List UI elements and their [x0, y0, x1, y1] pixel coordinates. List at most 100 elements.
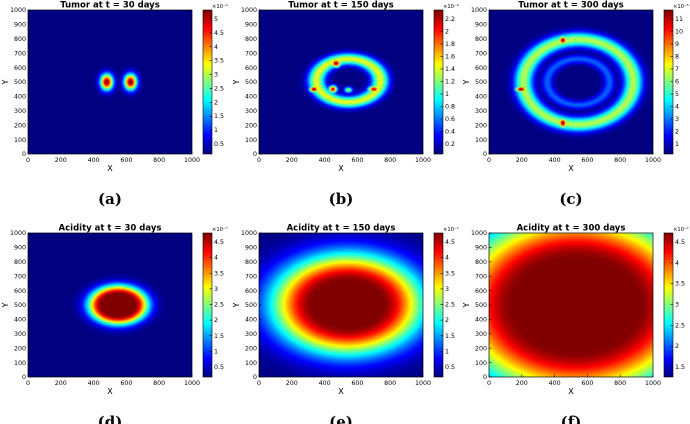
y-tick-label: 700: [14, 50, 26, 57]
colorbar-tick-label: 2: [675, 129, 679, 136]
y-tick-label: 800: [245, 259, 257, 266]
x-tick-label: 1000: [184, 380, 200, 387]
y-tick-label: 600: [475, 288, 487, 295]
x-tick-label: 800: [614, 380, 626, 387]
x-axis-label: X: [568, 387, 574, 396]
colorbar-tick-label: 1.5: [214, 333, 224, 340]
colorbar-tick-label: 0.5: [214, 364, 224, 371]
colorbar-tick-label: 4.5: [675, 239, 685, 246]
y-axis-label: Y: [232, 302, 241, 308]
y-tick-label: 600: [475, 65, 487, 72]
y-tick-label: 200: [14, 122, 26, 129]
y-tick-label: 1000: [471, 7, 487, 14]
y-tick-label: 900: [475, 22, 487, 29]
colorbar-tick-label: 3.5: [675, 281, 685, 288]
heatmap-field: [489, 10, 653, 154]
y-tick-label: 600: [245, 65, 257, 72]
x-axis-label: X: [568, 164, 574, 173]
panel-title: Acidity at t = 150 days: [287, 224, 396, 234]
x-tick-label: 200: [55, 157, 67, 164]
colorbar-exponent: ×10⁻⁷: [443, 227, 459, 233]
x-tick-label: 600: [120, 157, 132, 164]
colorbar-tick-label: 5: [214, 16, 218, 23]
colorbar-exponent: ×10⁻⁷: [673, 227, 689, 233]
colorbar-tick-label: 2: [675, 343, 679, 350]
y-tick-label: 900: [475, 245, 487, 252]
y-tick-label: 0: [253, 374, 257, 381]
y-tick-label: 300: [475, 108, 487, 115]
x-tick-label: 800: [384, 380, 396, 387]
colorbar-tick-label: 1: [445, 91, 449, 98]
colorbar-tick-label: 0.6: [445, 116, 455, 123]
x-tick-label: 200: [286, 380, 298, 387]
y-tick-label: 500: [14, 79, 26, 86]
y-tick-label: 700: [245, 50, 257, 57]
x-tick-label: 200: [516, 380, 528, 387]
y-tick-label: 500: [245, 302, 257, 309]
x-tick-label: 400: [319, 157, 331, 164]
colorbar-tick-label: 8: [675, 54, 679, 61]
y-axis-label: Y: [1, 79, 10, 85]
colorbar-tick-label: 3: [445, 286, 449, 293]
colorbar-tick-label: 3.5: [214, 58, 224, 65]
y-tick-label: 200: [245, 122, 257, 129]
y-tick-label: 200: [475, 122, 487, 129]
y-tick-label: 700: [14, 273, 26, 280]
x-tick-label: 0: [26, 380, 30, 387]
colorbar-tick-label: 4.5: [214, 30, 224, 37]
colorbar-tick-label: 1.4: [445, 66, 455, 73]
colorbar-exponent: ×10⁻⁴: [443, 4, 459, 10]
y-tick-label: 300: [245, 331, 257, 338]
y-tick-label: 500: [475, 79, 487, 86]
y-tick-label: 500: [475, 302, 487, 309]
x-axis-label: X: [338, 387, 344, 396]
panel-label: (a): [98, 190, 122, 208]
colorbar-tick-label: 1.5: [214, 113, 224, 120]
y-axis-label: Y: [462, 79, 471, 85]
y-tick-label: 100: [14, 137, 26, 144]
y-tick-label: 300: [245, 108, 257, 115]
y-tick-label: 700: [245, 273, 257, 280]
x-tick-label: 0: [26, 157, 30, 164]
y-tick-label: 200: [245, 345, 257, 352]
x-tick-label: 400: [319, 380, 331, 387]
colorbar-tick-label: 5: [675, 91, 679, 98]
x-tick-label: 400: [549, 157, 561, 164]
colorbar-tick-label: 2.2: [445, 16, 455, 23]
colorbar-tick-label: 0.5: [214, 141, 224, 148]
colorbar-tick-label: 4: [445, 255, 449, 262]
x-tick-label: 200: [516, 157, 528, 164]
x-tick-label: 800: [153, 157, 165, 164]
y-tick-label: 1000: [241, 230, 257, 237]
x-tick-label: 600: [120, 380, 132, 387]
y-tick-label: 400: [245, 94, 257, 101]
colorbar-tick-label: 9: [675, 41, 679, 48]
colorbar-frame: [202, 232, 213, 378]
x-tick-label: 600: [581, 380, 593, 387]
panel-title: Acidity at t = 30 days: [59, 224, 162, 234]
colorbar-gradient: [664, 233, 673, 377]
colorbar-tick-label: 4: [214, 255, 218, 262]
y-tick-label: 900: [14, 22, 26, 29]
x-tick-label: 200: [286, 157, 298, 164]
y-tick-label: 400: [245, 317, 257, 324]
colorbar-tick-label: 1: [675, 141, 679, 148]
panel-title: Tumor at t = 30 days: [60, 1, 160, 11]
colorbar-tick-label: 4.5: [214, 239, 224, 246]
heatmap-field: [259, 233, 423, 377]
colorbar-tick-label: 2: [214, 99, 218, 106]
colorbar-frame: [663, 232, 674, 378]
x-tick-label: 800: [153, 380, 165, 387]
colorbar-tick-label: 6: [675, 79, 679, 86]
x-tick-label: 400: [88, 380, 100, 387]
y-tick-label: 1000: [241, 7, 257, 14]
colorbar-exponent: ×10⁻⁷: [212, 227, 228, 233]
y-tick-label: 900: [14, 245, 26, 252]
y-tick-label: 400: [14, 317, 26, 324]
y-tick-label: 100: [475, 360, 487, 367]
colorbar-gradient: [203, 233, 212, 377]
colorbar-tick-label: 2.5: [675, 322, 685, 329]
